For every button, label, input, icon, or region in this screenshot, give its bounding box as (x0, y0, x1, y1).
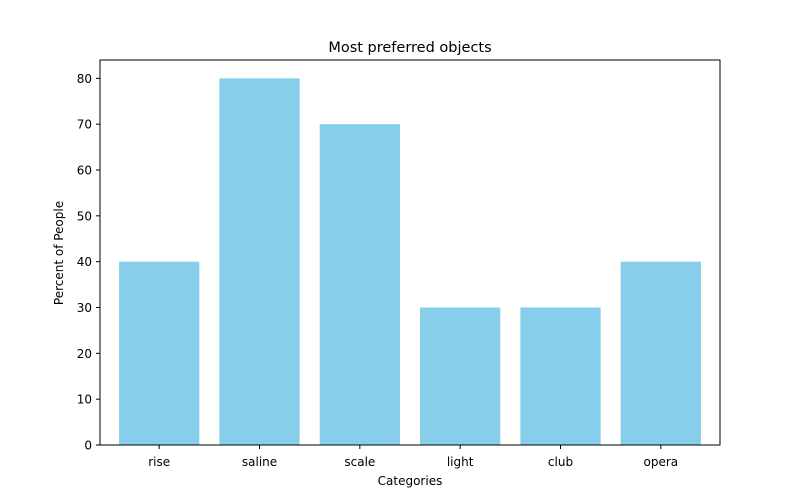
bars-group (119, 78, 701, 446)
x-tick-label-club: club (548, 455, 573, 469)
y-tick-label-0: 0 (84, 439, 92, 453)
y-tick-label-40: 40 (77, 255, 92, 269)
y-tick-label-30: 30 (77, 301, 92, 315)
y-tick-label-60: 60 (77, 164, 92, 178)
y-axis-label: Percent of People (52, 201, 66, 305)
x-tick-label-rise: rise (148, 455, 170, 469)
bar-scale (319, 124, 400, 446)
plot-frame (99, 59, 721, 446)
x-tick-label-light: light (447, 455, 474, 469)
x-tick-label-saline: saline (242, 455, 277, 469)
y-tick-label-80: 80 (77, 72, 92, 86)
bar-saline (219, 78, 300, 445)
bar-club (520, 307, 601, 445)
x-axis-label: Categories (378, 474, 443, 488)
x-tick-label-opera: opera (643, 455, 678, 469)
y-tick-label-10: 10 (77, 393, 92, 407)
x-tick-label-scale: scale (344, 455, 375, 469)
bar-light (420, 307, 501, 445)
chart-title: Most preferred objects (328, 40, 491, 56)
bar-opera (620, 261, 701, 445)
x-axis: rise saline scale light club opera (148, 445, 678, 469)
y-axis: 0 10 20 30 40 50 60 70 80 (77, 72, 100, 453)
bar-rise (119, 261, 200, 445)
y-tick-label-70: 70 (77, 118, 92, 132)
y-tick-label-50: 50 (77, 209, 92, 223)
y-tick-label-20: 20 (77, 347, 92, 361)
